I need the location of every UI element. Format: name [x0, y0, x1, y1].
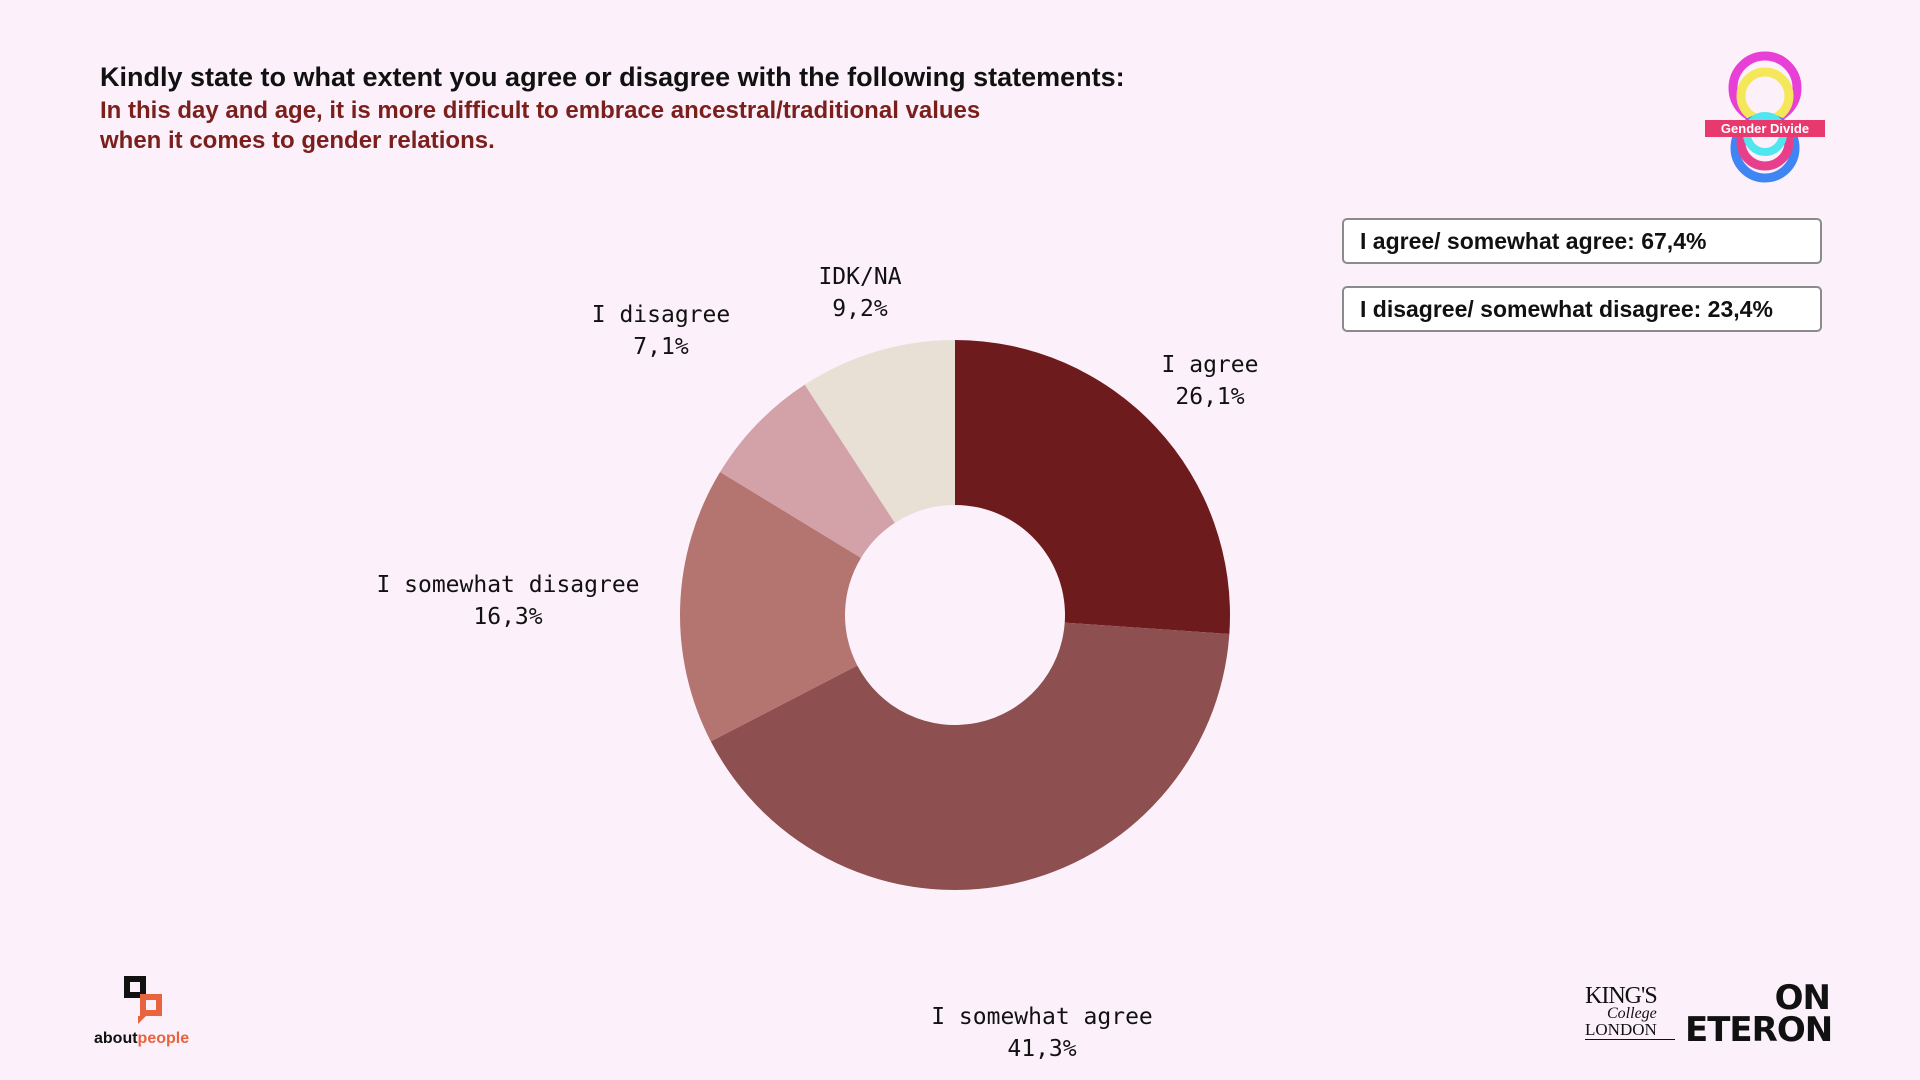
donut-slice-i-disagree	[720, 384, 895, 558]
chart-subtitle: In this day and age, it is more difficul…	[100, 97, 981, 154]
slice-value-label: 7,1%	[633, 334, 689, 360]
slice-value-label: 9,2%	[832, 296, 888, 322]
chart-title: Kindly state to what extent you agree or…	[100, 62, 1125, 92]
eteron-logo: ON ETERON	[1685, 978, 1833, 1050]
gender-divide-logo: Gender Divide	[1705, 51, 1825, 183]
slice-value-label: 26,1%	[1175, 384, 1244, 410]
donut-slice-i-agree	[955, 340, 1230, 634]
gender-divide-label: Gender Divide	[1721, 121, 1809, 136]
donut-slice-i-somewhat-agree	[710, 622, 1230, 891]
donut-slice-i-somewhat-disagree	[680, 472, 862, 742]
aboutpeople-logo: aboutpeople	[94, 972, 204, 1052]
slice-label: I somewhat disagree	[376, 572, 639, 598]
summary-agree-box: I agree/ somewhat agree: 67,4%	[1342, 218, 1822, 264]
kings-college-logo: KING'S College LONDON	[1585, 984, 1675, 1041]
summary-disagree-box: I disagree/ somewhat disagree: 23,4%	[1342, 286, 1822, 332]
slice-label: I disagree	[592, 302, 730, 328]
slice-label: I somewhat agree	[931, 1004, 1153, 1030]
aboutpeople-mark-accent-icon	[140, 994, 162, 1016]
donut-slice-idk-na	[804, 340, 955, 523]
slice-value-label: 16,3%	[473, 604, 542, 630]
slice-label: I agree	[1162, 352, 1259, 378]
aboutpeople-about-text: about	[94, 1030, 138, 1047]
aboutpeople-people-text: people	[137, 1030, 190, 1047]
aboutpeople-mark-icon	[124, 976, 146, 998]
slice-value-label: 41,3%	[1007, 1036, 1076, 1062]
slice-label: IDK/NA	[818, 264, 901, 290]
